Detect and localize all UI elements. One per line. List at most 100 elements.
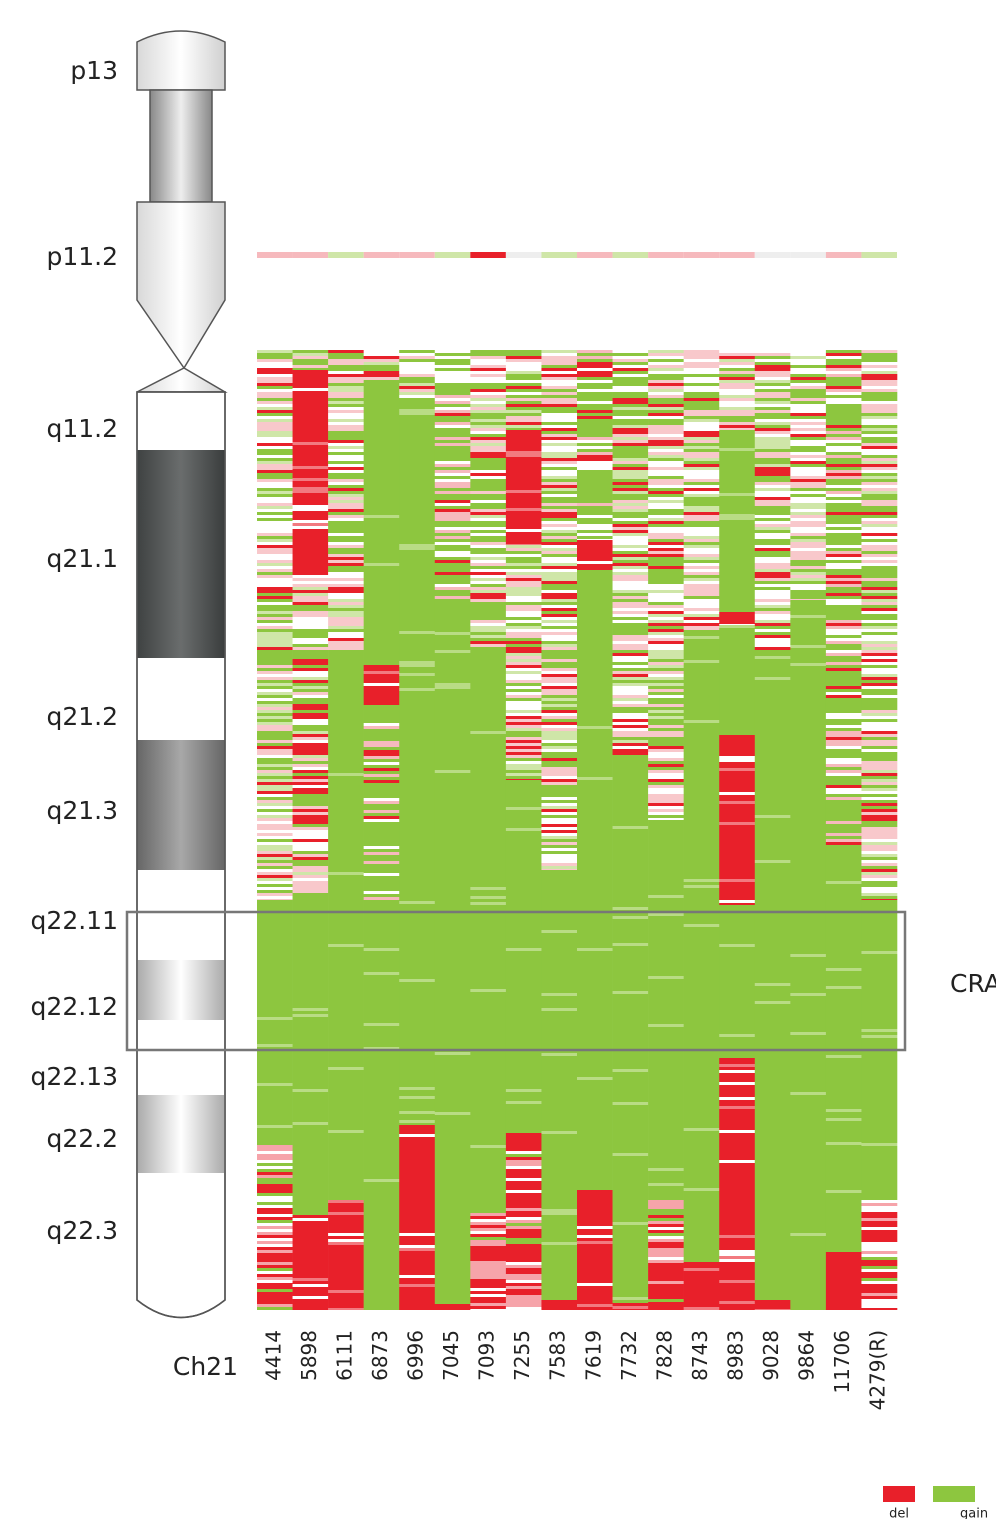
heat-cell bbox=[435, 1013, 471, 1016]
heat-cell bbox=[506, 1148, 542, 1151]
heat-cell bbox=[541, 1017, 577, 1020]
heat-cell bbox=[328, 1230, 364, 1233]
heat-cell bbox=[506, 548, 542, 551]
heat-cell bbox=[470, 713, 506, 716]
heat-cell bbox=[399, 790, 435, 793]
heat-cell bbox=[293, 1242, 329, 1245]
heat-cell bbox=[684, 407, 720, 410]
heat-cell bbox=[719, 959, 755, 962]
heat-cell bbox=[648, 1027, 684, 1030]
heat-cell bbox=[257, 572, 293, 575]
heat-cell bbox=[613, 488, 649, 491]
heat-cell bbox=[328, 359, 364, 362]
heat-cell bbox=[293, 900, 329, 903]
heat-cell bbox=[328, 761, 364, 764]
heat-cell bbox=[613, 1066, 649, 1069]
heat-cell bbox=[577, 1247, 613, 1250]
heat-cell bbox=[364, 738, 400, 741]
heat-cell bbox=[755, 1028, 791, 1031]
heat-cell bbox=[577, 1274, 613, 1277]
heat-cell bbox=[755, 1022, 791, 1025]
heat-cell bbox=[435, 782, 471, 785]
heat-cell bbox=[257, 368, 293, 371]
heat-cell bbox=[470, 1169, 506, 1172]
heat-cell bbox=[506, 1235, 542, 1238]
heat-cell bbox=[470, 509, 506, 512]
heat-cell bbox=[648, 530, 684, 533]
heat-cell bbox=[328, 539, 364, 542]
heat-cell bbox=[755, 413, 791, 416]
heat-cell bbox=[506, 963, 542, 966]
heat-cell bbox=[719, 956, 755, 959]
heat-cell bbox=[684, 1167, 720, 1170]
heat-cell bbox=[506, 1292, 542, 1295]
heat-cell bbox=[577, 1229, 613, 1232]
heat-cell bbox=[399, 451, 435, 454]
heat-cell bbox=[648, 1165, 684, 1168]
heat-cell bbox=[577, 419, 613, 422]
heat-cell bbox=[470, 1076, 506, 1079]
heat-cell bbox=[613, 638, 649, 641]
heat-cell bbox=[684, 780, 720, 783]
heat-cell bbox=[470, 923, 506, 926]
heat-cell bbox=[684, 1110, 720, 1113]
heat-cell bbox=[684, 684, 720, 687]
heat-cell bbox=[684, 894, 720, 897]
heat-cell bbox=[435, 1118, 471, 1121]
heat-cell bbox=[577, 1056, 613, 1059]
heat-cell bbox=[257, 1250, 293, 1253]
heat-cell bbox=[506, 1062, 542, 1065]
heat-cell bbox=[648, 362, 684, 365]
heat-cell bbox=[755, 599, 791, 602]
heat-cell bbox=[257, 942, 293, 945]
heat-cell bbox=[577, 840, 613, 843]
heat-cell bbox=[541, 1002, 577, 1005]
heat-cell bbox=[435, 1175, 471, 1178]
heat-cell bbox=[719, 1028, 755, 1031]
heat-cell bbox=[790, 651, 826, 654]
heat-cell bbox=[790, 645, 826, 648]
heat-cell bbox=[755, 461, 791, 464]
heat-cell bbox=[790, 687, 826, 690]
heat-cell bbox=[755, 1303, 791, 1306]
heat-cell bbox=[541, 1248, 577, 1251]
heat-cell bbox=[506, 578, 542, 581]
heat-cell bbox=[399, 505, 435, 508]
heat-cell bbox=[364, 635, 400, 638]
heat-cell bbox=[364, 1203, 400, 1206]
heat-cell bbox=[257, 978, 293, 981]
heat-cell bbox=[506, 410, 542, 413]
heat-cell bbox=[684, 443, 720, 446]
heat-cell bbox=[684, 1083, 720, 1086]
heat-cell bbox=[648, 731, 684, 734]
heat-cell bbox=[506, 849, 542, 852]
heat-cell bbox=[470, 1118, 506, 1121]
heat-cell bbox=[506, 945, 542, 948]
heat-cell bbox=[684, 696, 720, 699]
heat-cell bbox=[506, 864, 542, 867]
heat-cell bbox=[399, 595, 435, 598]
heat-cell bbox=[541, 1143, 577, 1146]
heat-cell bbox=[328, 944, 364, 947]
heat-cell bbox=[719, 631, 755, 634]
heat-cell bbox=[470, 716, 506, 719]
heat-cell bbox=[435, 1208, 471, 1211]
heat-cell bbox=[613, 434, 649, 437]
heat-cell bbox=[470, 1010, 506, 1013]
heat-cell bbox=[506, 599, 542, 602]
heat-cell bbox=[613, 1123, 649, 1126]
heat-cell bbox=[435, 470, 471, 473]
heat-cell bbox=[755, 431, 791, 434]
heat-cell bbox=[790, 479, 826, 482]
heat-cell bbox=[684, 1224, 720, 1227]
heat-cell bbox=[755, 380, 791, 383]
heat-cell bbox=[719, 688, 755, 691]
heat-cell bbox=[790, 356, 826, 359]
heat-cell bbox=[755, 374, 791, 377]
heat-cell bbox=[577, 1149, 613, 1152]
heat-cell bbox=[328, 701, 364, 704]
heat-cell bbox=[470, 362, 506, 365]
heat-cell bbox=[364, 1284, 400, 1287]
heat-cell bbox=[541, 557, 577, 560]
heat-cell bbox=[257, 467, 293, 470]
